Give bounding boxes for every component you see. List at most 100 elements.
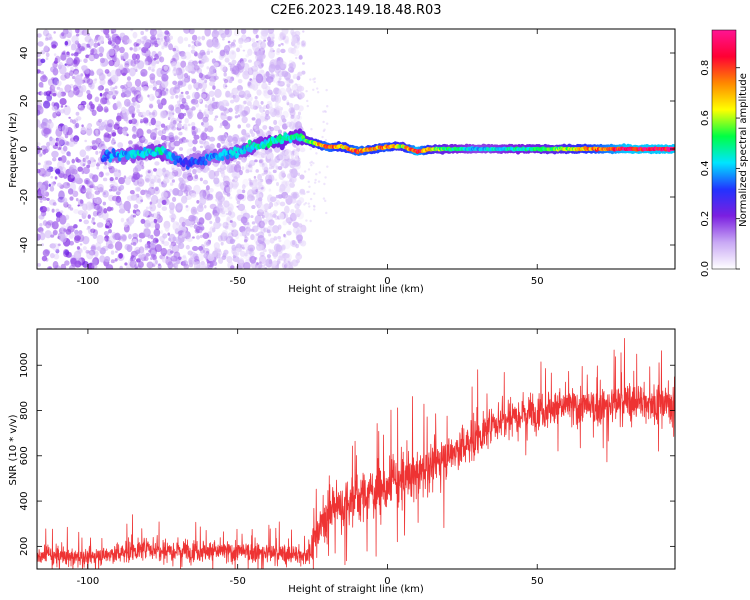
spectrum-noise-point	[51, 105, 58, 111]
spectrum-noise-point	[102, 190, 109, 198]
spectrum-noise-point	[180, 91, 184, 95]
snr-y-tick-label: 200	[19, 537, 30, 556]
spectrum-noise-point	[49, 252, 55, 259]
spectrum-noise-point	[237, 203, 246, 212]
spectrum-noise-point	[178, 131, 183, 136]
spectrum-noise-point	[303, 203, 306, 206]
spectrum-noise-point	[77, 43, 81, 49]
spectrum-noise-point	[307, 168, 311, 171]
spectrum-noise-point	[60, 234, 67, 243]
spectrum-noise-point	[82, 261, 89, 268]
spectrum-noise-point	[184, 184, 192, 192]
spectrum-noise-point	[97, 85, 103, 91]
spectrum-noise-point	[71, 75, 76, 80]
spectrum-noise-point	[68, 154, 71, 157]
spectrum-noise-point	[310, 163, 313, 167]
spectrum-noise-point	[176, 100, 181, 105]
spectrum-noise-point	[141, 136, 146, 141]
spectrum-noise-point	[63, 173, 68, 179]
spectrum-noise-point	[257, 39, 263, 45]
spectrum-noise-point	[299, 174, 305, 180]
spectrum-noise-point	[132, 171, 141, 180]
spectrum-noise-point	[54, 57, 58, 62]
spectrum-noise-point	[127, 216, 135, 225]
spectrum-noise-point	[239, 37, 243, 41]
spectrum-noise-point	[300, 40, 307, 48]
spectrum-noise-point	[255, 169, 259, 173]
spectrum-noise-point	[220, 64, 227, 72]
spectrum-noise-point	[261, 214, 265, 219]
spectrum-noise-point	[278, 77, 282, 80]
spectrum-noise-point	[37, 168, 41, 174]
spectrum-noise-point	[202, 189, 210, 200]
spectrum-noise-point	[161, 206, 168, 211]
spectrum-noise-point	[93, 53, 100, 59]
spectrum-noise-point	[252, 75, 257, 80]
spectrum-noise-point	[121, 128, 126, 134]
spectrum-noise-point	[50, 175, 54, 179]
spectrum-noise-point	[40, 121, 48, 130]
spectrum-noise-point	[51, 101, 56, 107]
spectrum-noise-point	[203, 111, 207, 115]
spectrum-noise-point	[306, 104, 309, 108]
spectrum-noise-point	[191, 34, 198, 41]
spectrum-noise-point	[222, 206, 229, 213]
spectrum-noise-point	[59, 64, 67, 75]
spectrum-noise-point	[139, 174, 143, 178]
spectrum-noise-point	[197, 111, 204, 120]
spectrum-noise-point	[96, 246, 101, 252]
spectrum-noise-point	[90, 233, 94, 237]
spectrum-noise-point	[98, 103, 102, 108]
spectrum-noise-point	[201, 35, 206, 41]
spectrum-noise-point	[213, 221, 221, 230]
spectrum-noise-point	[67, 188, 74, 195]
spectrum-noise-point	[315, 172, 318, 176]
spectrum-noise-point	[168, 132, 174, 138]
spectrum-noise-point	[146, 195, 152, 200]
spectrum-noise-point	[51, 242, 60, 251]
spectrum-noise-point	[206, 38, 214, 48]
spectrum-noise-point	[55, 208, 60, 213]
spectrum-noise-point	[99, 247, 106, 255]
spectrum-noise-point	[262, 125, 268, 130]
spectrum-noise-point	[68, 167, 73, 173]
spectrum-noise-point	[154, 260, 159, 265]
spectrum-noise-point	[242, 100, 247, 105]
spectrum-noise-point	[135, 249, 141, 255]
spectrum-noise-point	[86, 78, 93, 85]
spectrum-noise-point	[199, 195, 207, 206]
spectrum-noise-point	[170, 95, 174, 100]
spectrum-noise-point	[287, 47, 294, 54]
spectrum-noise-point	[153, 31, 157, 35]
colorbar-tick-label: 0.6	[700, 110, 711, 126]
spectrum-noise-point	[191, 45, 196, 49]
spectrum-noise-point	[146, 222, 151, 228]
spectrum-noise-point	[137, 94, 144, 103]
spectrum-noise-point	[152, 109, 158, 118]
spectrum-noise-point	[232, 136, 238, 144]
spectrum-noise-point	[140, 120, 143, 124]
spectrum-noise-point	[56, 216, 61, 223]
spectrum-noise-point	[242, 70, 250, 80]
spectrum-noise-point	[136, 258, 141, 263]
snr-frame	[36, 328, 676, 570]
spectrum-noise-point	[233, 251, 240, 257]
spectrum-noise-point	[57, 243, 61, 247]
spectrum-noise-point	[250, 215, 254, 219]
spectrum-noise-point	[60, 52, 67, 61]
spectrum-noise-point	[154, 127, 158, 131]
spectrum-noise-point	[59, 87, 64, 93]
spectrum-noise-point	[245, 226, 251, 234]
spectrum-noise-point	[274, 64, 282, 74]
spectrum-noise-point	[157, 178, 162, 184]
spectrum-noise-point	[132, 31, 138, 39]
spectrum-noise-point	[96, 68, 104, 76]
spectrum-noise-point	[154, 161, 160, 166]
spectrum-noise-point	[196, 204, 204, 213]
spectrum-noise-point	[148, 243, 157, 251]
spectrum-noise-point	[43, 91, 48, 96]
spectrum-noise-point	[39, 200, 43, 203]
spectrum-noise-point	[150, 128, 158, 137]
spectrum-noise-point	[214, 88, 222, 99]
spectrum-noise-point	[271, 59, 277, 66]
